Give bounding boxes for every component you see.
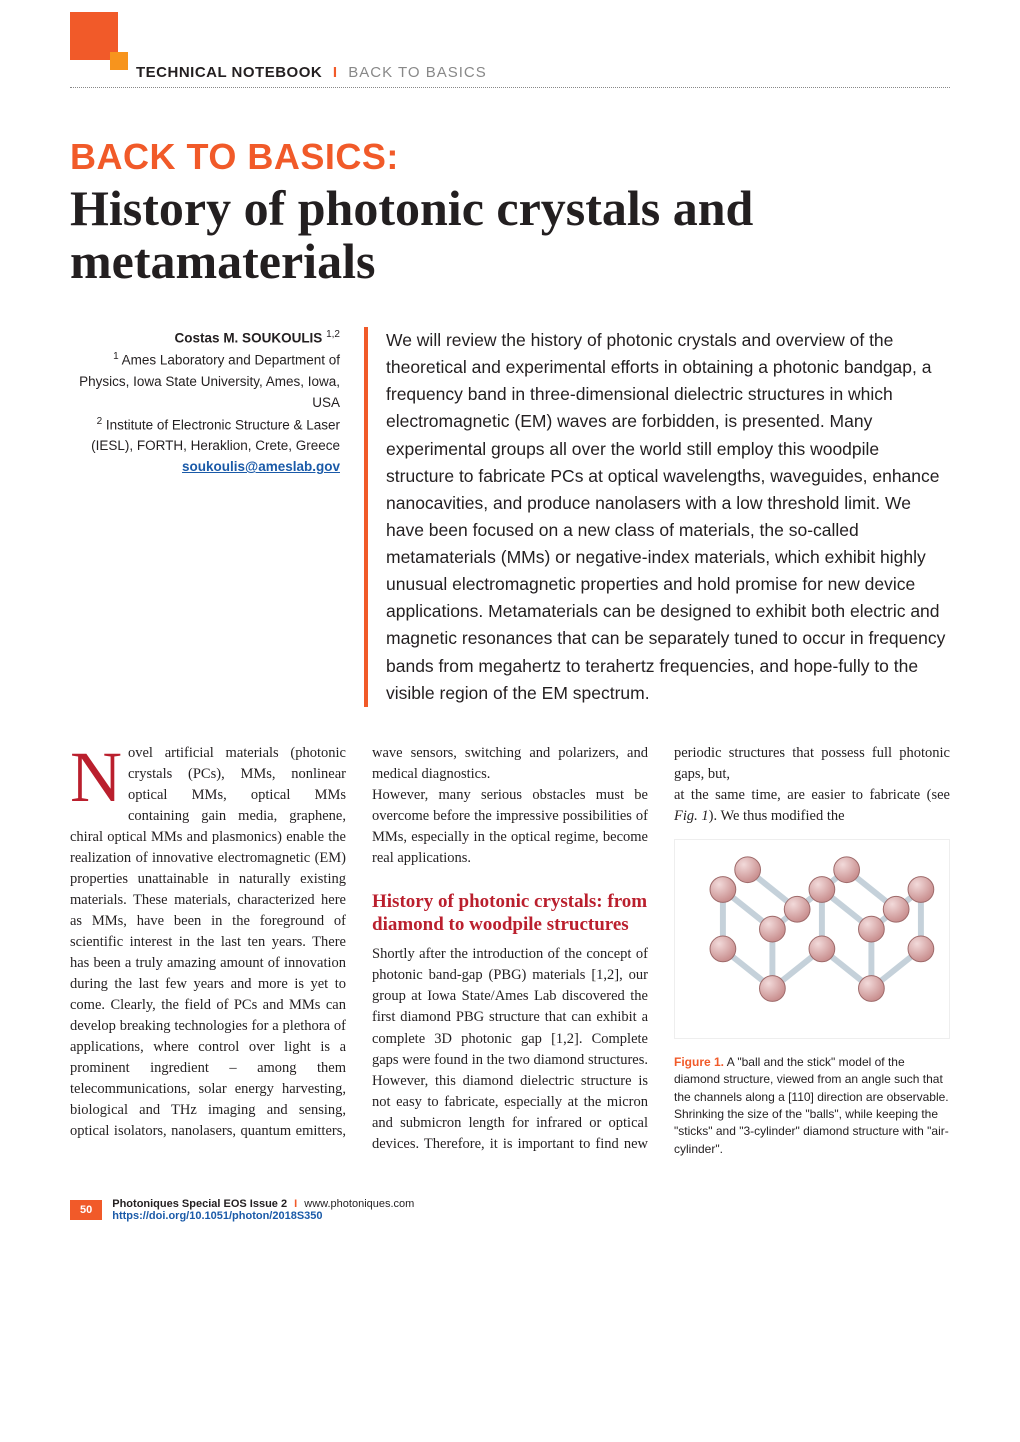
affil2: Institute of Electronic Structure & Lase… [91, 417, 340, 453]
header-subsection: BACK TO BASICS [348, 64, 487, 81]
section-heading-1: History of photonic crystals: from diamo… [372, 891, 648, 937]
footer-url: www.photoniques.com [304, 1198, 414, 1210]
affil1: Ames Laboratory and Department of Physic… [79, 353, 340, 410]
figure-1-caption: Figure 1. A "ball and the stick" model o… [674, 1054, 950, 1158]
page-footer: 50 Photoniques Special EOS Issue 2 I www… [70, 1198, 950, 1222]
corner-ornament [70, 12, 128, 70]
page-header: TECHNICAL NOTEBOOK I BACK TO BASICS [70, 64, 950, 88]
title-main: History of photonic crystals and metamat… [70, 182, 950, 287]
abstract: We will review the history of photonic c… [364, 327, 950, 707]
title-block: BACK TO BASICS: History of photonic crys… [70, 136, 950, 287]
figure-1-caption-text: A "ball and the stick" model of the diam… [674, 1055, 949, 1156]
figure-1: Figure 1. A "ball and the stick" model o… [674, 839, 950, 1158]
doi-link[interactable]: https://doi.org/10.1051/photon/2018S350 [112, 1210, 414, 1222]
page-number: 50 [70, 1200, 102, 1220]
dropcap: N [70, 747, 122, 808]
footer-separator: I [294, 1198, 297, 1210]
title-kicker: BACK TO BASICS: [70, 136, 950, 178]
header-separator: I [333, 64, 338, 81]
figure-1-svg [674, 839, 950, 1039]
p4b: ). We thus modified the [709, 808, 845, 824]
figure-1-label: Figure 1. [674, 1055, 724, 1069]
author-sup: 1,2 [326, 329, 340, 340]
footer-text: Photoniques Special EOS Issue 2 I www.ph… [112, 1198, 414, 1222]
intro-row: Costas M. SOUKOULIS 1,2 1 Ames Laborator… [70, 327, 950, 707]
header-section: TECHNICAL NOTEBOOK [136, 64, 322, 81]
paragraph-2: However, many serious obstacles must be … [372, 785, 648, 869]
author-name: Costas M. SOUKOULIS [175, 331, 323, 346]
header-label: TECHNICAL NOTEBOOK I BACK TO BASICS [136, 64, 487, 81]
p4-figref: Fig. 1 [674, 808, 709, 824]
body-text: Novel artificial materials (photonic cry… [70, 743, 950, 1158]
p4a: at the same time, are easier to fabricat… [674, 787, 950, 803]
paragraph-4: at the same time, are easier to fabricat… [674, 785, 950, 827]
footer-issue: Photoniques Special EOS Issue 2 [112, 1198, 287, 1210]
author-block: Costas M. SOUKOULIS 1,2 1 Ames Laborator… [70, 327, 340, 707]
author-email-link[interactable]: soukoulis@ameslab.gov [182, 459, 340, 474]
